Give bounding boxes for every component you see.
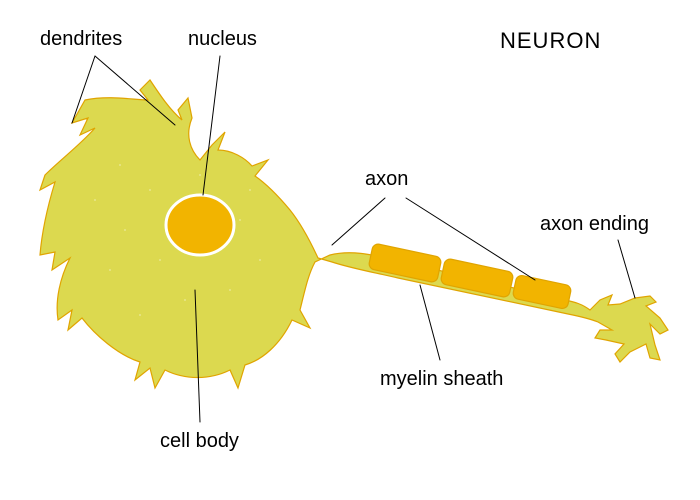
nucleus-shape — [166, 195, 234, 255]
label-myelin-sheath: myelin sheath — [380, 368, 503, 391]
label-nucleus: nucleus — [188, 28, 257, 51]
label-cell-body: cell body — [160, 430, 239, 453]
label-axon: axon — [365, 168, 408, 191]
label-dendrites: dendrites — [40, 28, 122, 51]
diagram-title: NEURON — [500, 28, 601, 54]
label-axon-ending: axon ending — [540, 213, 649, 236]
neuron-diagram — [0, 0, 700, 500]
